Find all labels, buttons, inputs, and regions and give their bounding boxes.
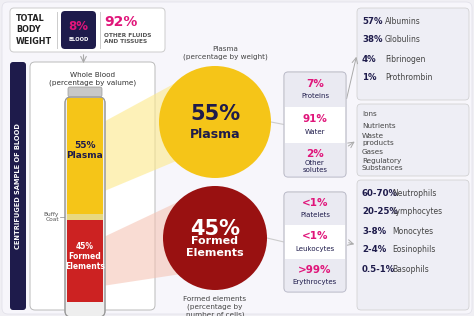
Text: Albumins: Albumins <box>385 16 421 26</box>
Text: Regulatory
Substances: Regulatory Substances <box>362 157 404 171</box>
FancyBboxPatch shape <box>284 192 346 292</box>
Text: 92%: 92% <box>104 15 137 29</box>
Text: 7%: 7% <box>306 79 324 88</box>
Text: 45%: 45% <box>190 219 240 239</box>
Text: Basophils: Basophils <box>392 264 429 274</box>
FancyBboxPatch shape <box>2 2 472 314</box>
Text: 45%
Formed
Elements: 45% Formed Elements <box>65 242 105 271</box>
FancyBboxPatch shape <box>68 87 102 97</box>
Text: BLOOD: BLOOD <box>68 37 89 42</box>
Text: Lymphocytes: Lymphocytes <box>392 208 442 216</box>
Text: 38%: 38% <box>362 35 383 45</box>
Text: 2%: 2% <box>306 149 324 159</box>
FancyBboxPatch shape <box>284 72 346 177</box>
Text: Platelets: Platelets <box>300 212 330 218</box>
Text: Fibrinogen: Fibrinogen <box>385 54 425 64</box>
Circle shape <box>159 66 271 178</box>
Text: Plasma
(percentage by weight): Plasma (percentage by weight) <box>182 46 267 60</box>
FancyBboxPatch shape <box>61 11 96 49</box>
Text: Monocytes: Monocytes <box>392 227 433 235</box>
FancyBboxPatch shape <box>10 8 165 52</box>
Text: OTHER FLUIDS
AND TISSUES: OTHER FLUIDS AND TISSUES <box>104 33 151 45</box>
Text: 20-25%: 20-25% <box>362 208 398 216</box>
Text: 55%: 55% <box>190 104 240 124</box>
Text: <1%: <1% <box>302 198 328 208</box>
FancyBboxPatch shape <box>30 62 155 310</box>
Text: <1%: <1% <box>302 231 328 241</box>
Text: Neutrophils: Neutrophils <box>392 189 437 198</box>
Text: 2-4%: 2-4% <box>362 246 386 254</box>
Text: Nutrients: Nutrients <box>362 124 396 130</box>
Bar <box>285 259 345 291</box>
Text: Formed
Elements: Formed Elements <box>186 236 244 258</box>
FancyBboxPatch shape <box>357 104 469 176</box>
Bar <box>67 220 103 302</box>
Bar <box>67 98 103 214</box>
Text: 55%
Plasma: 55% Plasma <box>67 141 103 160</box>
Text: 57%: 57% <box>362 16 383 26</box>
Text: Other
solutes: Other solutes <box>302 160 328 173</box>
Text: Leukocytes: Leukocytes <box>295 246 335 252</box>
Text: 60-70%: 60-70% <box>362 189 398 198</box>
Text: Eosinophils: Eosinophils <box>392 246 436 254</box>
Text: Whole Blood
(percentage by valume): Whole Blood (percentage by valume) <box>49 72 136 87</box>
Bar <box>285 72 345 106</box>
FancyBboxPatch shape <box>65 97 105 316</box>
Text: Proteins: Proteins <box>301 94 329 100</box>
Text: Formed elements
(percentage by
number of cells): Formed elements (percentage by number of… <box>183 296 246 316</box>
FancyBboxPatch shape <box>357 8 469 100</box>
Polygon shape <box>105 83 176 191</box>
Text: CENTRIFUGED SAMPLE OF BLOOD: CENTRIFUGED SAMPLE OF BLOOD <box>15 123 21 249</box>
Bar <box>285 192 345 225</box>
Text: >99%: >99% <box>298 265 332 275</box>
Text: TOTAL
BODY
WEIGHT: TOTAL BODY WEIGHT <box>16 14 52 46</box>
Polygon shape <box>105 202 179 286</box>
Bar <box>285 143 345 177</box>
Text: Erythrocytes: Erythrocytes <box>293 279 337 285</box>
Text: Water: Water <box>305 129 325 135</box>
FancyBboxPatch shape <box>357 180 469 310</box>
Text: 1%: 1% <box>362 74 376 82</box>
Text: Gases: Gases <box>362 149 384 155</box>
Text: Waste
products: Waste products <box>362 132 394 145</box>
Text: 4%: 4% <box>362 54 377 64</box>
Bar <box>67 214 103 220</box>
Bar <box>285 226 345 258</box>
Text: 8%: 8% <box>69 20 89 33</box>
Text: Buffy
Coat: Buffy Coat <box>44 212 59 222</box>
Circle shape <box>163 186 267 290</box>
Text: Ions: Ions <box>362 111 377 117</box>
Text: Globulins: Globulins <box>385 35 421 45</box>
Bar <box>285 107 345 142</box>
FancyBboxPatch shape <box>10 62 26 310</box>
Text: 0.5-1%: 0.5-1% <box>362 264 395 274</box>
Text: Plasma: Plasma <box>190 127 240 141</box>
Text: Prothrombin: Prothrombin <box>385 74 432 82</box>
Text: 91%: 91% <box>302 113 328 124</box>
Text: 3-8%: 3-8% <box>362 227 386 235</box>
